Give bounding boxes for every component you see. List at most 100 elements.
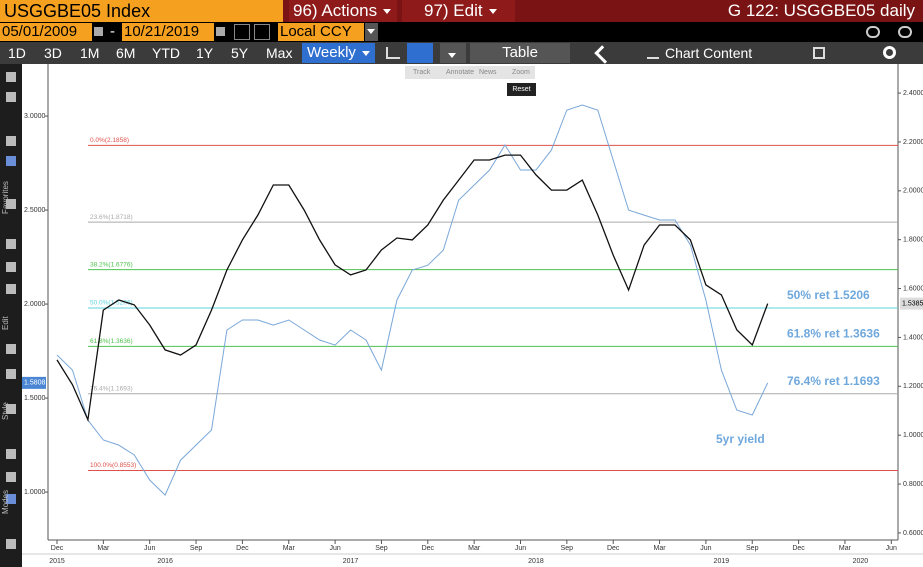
x-tick-label: Sep (375, 545, 388, 552)
y2-tick-label: 1.6000 (903, 285, 923, 292)
y2-tick-label: 1.4000 (903, 334, 923, 341)
table-button[interactable]: Table (470, 43, 570, 63)
tool-icon[interactable] (6, 539, 16, 549)
start-date[interactable]: 05/01/2009 (0, 23, 92, 41)
x-tick-label: Dec (792, 545, 805, 552)
x-tick-label: Mar (468, 545, 481, 552)
x-tick-label: Jun (329, 545, 340, 552)
calendar-icon[interactable] (94, 27, 103, 36)
side-label: Style (1, 402, 10, 420)
last-value-label: 1.5808 (24, 380, 46, 387)
date-bar: 05/01/2009 - 10/21/2019 Local CCY (0, 22, 923, 42)
dropdown-arrow (383, 9, 392, 15)
x-tick-label: Mar (97, 545, 110, 552)
fib-callout: 76.4% ret 1.1693 (787, 374, 880, 388)
reset-button[interactable]: Reset (507, 83, 536, 96)
y2-tick-label: 1.8000 (903, 237, 923, 244)
collapse-icon[interactable] (594, 45, 613, 64)
tool-icon[interactable] (6, 369, 16, 379)
tool-icon[interactable] (6, 344, 16, 354)
y2-tick-label: 2.2000 (903, 139, 923, 146)
series-annotation: 5yr yield (716, 432, 765, 446)
y2-tick-label: 1.2000 (903, 383, 923, 390)
currency-dropdown[interactable] (365, 23, 378, 41)
period-button[interactable]: 6M (116, 45, 136, 61)
y-tick-label: 1.5000 (24, 395, 46, 402)
currency[interactable]: Local CCY (278, 23, 364, 41)
chart-type-dropdown[interactable] (440, 43, 466, 63)
year-label: 2018 (528, 558, 544, 565)
dropdown-arrow (488, 9, 497, 15)
x-tick-label: Jun (886, 545, 897, 552)
period-button[interactable]: 3D (44, 45, 62, 61)
fib-label: 50.0%(1.5206) (90, 300, 133, 307)
tool-icon[interactable] (6, 199, 16, 209)
tool-icon[interactable] (6, 494, 16, 504)
tool-icon[interactable] (6, 92, 16, 102)
chart-content-icon (647, 47, 659, 59)
chart-content-button[interactable]: Chart Content (665, 45, 753, 61)
actions-menu[interactable]: 96) Actions (289, 0, 397, 22)
tool-icon[interactable] (6, 136, 16, 146)
end-date[interactable]: 10/21/2019 (122, 23, 214, 41)
fib-label: 61.8%(1.3636) (90, 338, 133, 345)
edit-menu[interactable]: 97) Edit (402, 0, 515, 22)
next-button[interactable] (254, 24, 270, 40)
prev-button[interactable] (234, 24, 250, 40)
chart-tool[interactable]: News (479, 69, 497, 76)
last-value-tag (900, 297, 923, 310)
chart-tool[interactable]: Track (413, 69, 431, 76)
settings-icon[interactable] (883, 46, 896, 59)
tool-icon[interactable] (6, 472, 16, 482)
tool-icon[interactable] (6, 239, 16, 249)
year-label: 2016 (157, 558, 173, 565)
tool-icon[interactable] (6, 156, 16, 166)
dropdown-arrow (367, 28, 375, 34)
edit-icon[interactable] (813, 47, 825, 59)
tool-icon[interactable] (6, 449, 16, 459)
tool-icon[interactable] (6, 284, 16, 294)
y2-tick-label: 2.0000 (903, 188, 923, 195)
x-tick-label: Dec (236, 545, 249, 552)
refresh-icon[interactable] (898, 26, 912, 38)
plot-area (22, 64, 923, 567)
chart-tool[interactable]: Annotate (446, 69, 475, 76)
side-label: Favorites (1, 181, 10, 214)
chart-tool[interactable]: Zoom (512, 69, 530, 76)
series-line (56, 104, 769, 496)
tool-icon[interactable] (6, 404, 16, 414)
period-button[interactable]: 1Y (196, 45, 214, 61)
undo-icon[interactable] (866, 26, 880, 38)
x-tick-label: Sep (561, 545, 574, 552)
ticker[interactable]: USGGBE05 Index (0, 0, 283, 22)
tool-icon[interactable] (6, 262, 16, 272)
period-button[interactable]: Max (266, 45, 293, 61)
y-tick-label: 2.5000 (24, 207, 46, 214)
x-tick-label: Dec (607, 545, 620, 552)
period-button[interactable]: 5Y (231, 45, 249, 61)
y2-tick-label: 0.8000 (903, 481, 923, 488)
frequency-dropdown[interactable]: Weekly (302, 43, 375, 63)
y2-tick-label: 1.0000 (903, 432, 923, 439)
date-dash: - (110, 23, 115, 40)
x-tick-label: Jun (144, 545, 155, 552)
x-tick-label: Jun (700, 545, 711, 552)
fib-label: 0.0%(2.1858) (90, 137, 129, 144)
year-label: 2019 (714, 558, 730, 565)
period-button[interactable]: 1M (80, 45, 100, 61)
calendar-icon[interactable] (216, 27, 225, 36)
fib-label: 100.0%(0.8553) (90, 462, 136, 469)
year-label: 2017 (343, 558, 359, 565)
side-label: Edit (1, 316, 10, 330)
period-button[interactable]: YTD (152, 45, 180, 61)
x-tick-label: Sep (746, 545, 759, 552)
dropdown-arrow (361, 50, 370, 56)
line-chart-icon[interactable] (386, 47, 400, 59)
side-label: Modes (1, 489, 10, 514)
bar-chart-icon[interactable] (407, 43, 433, 63)
chart-toolbar: 1D 3D 1M 6M YTD 1Y 5Y Max Weekly Table Chart Co… (0, 42, 923, 64)
tool-icon[interactable] (6, 72, 16, 82)
period-button[interactable]: 1D (8, 45, 26, 61)
